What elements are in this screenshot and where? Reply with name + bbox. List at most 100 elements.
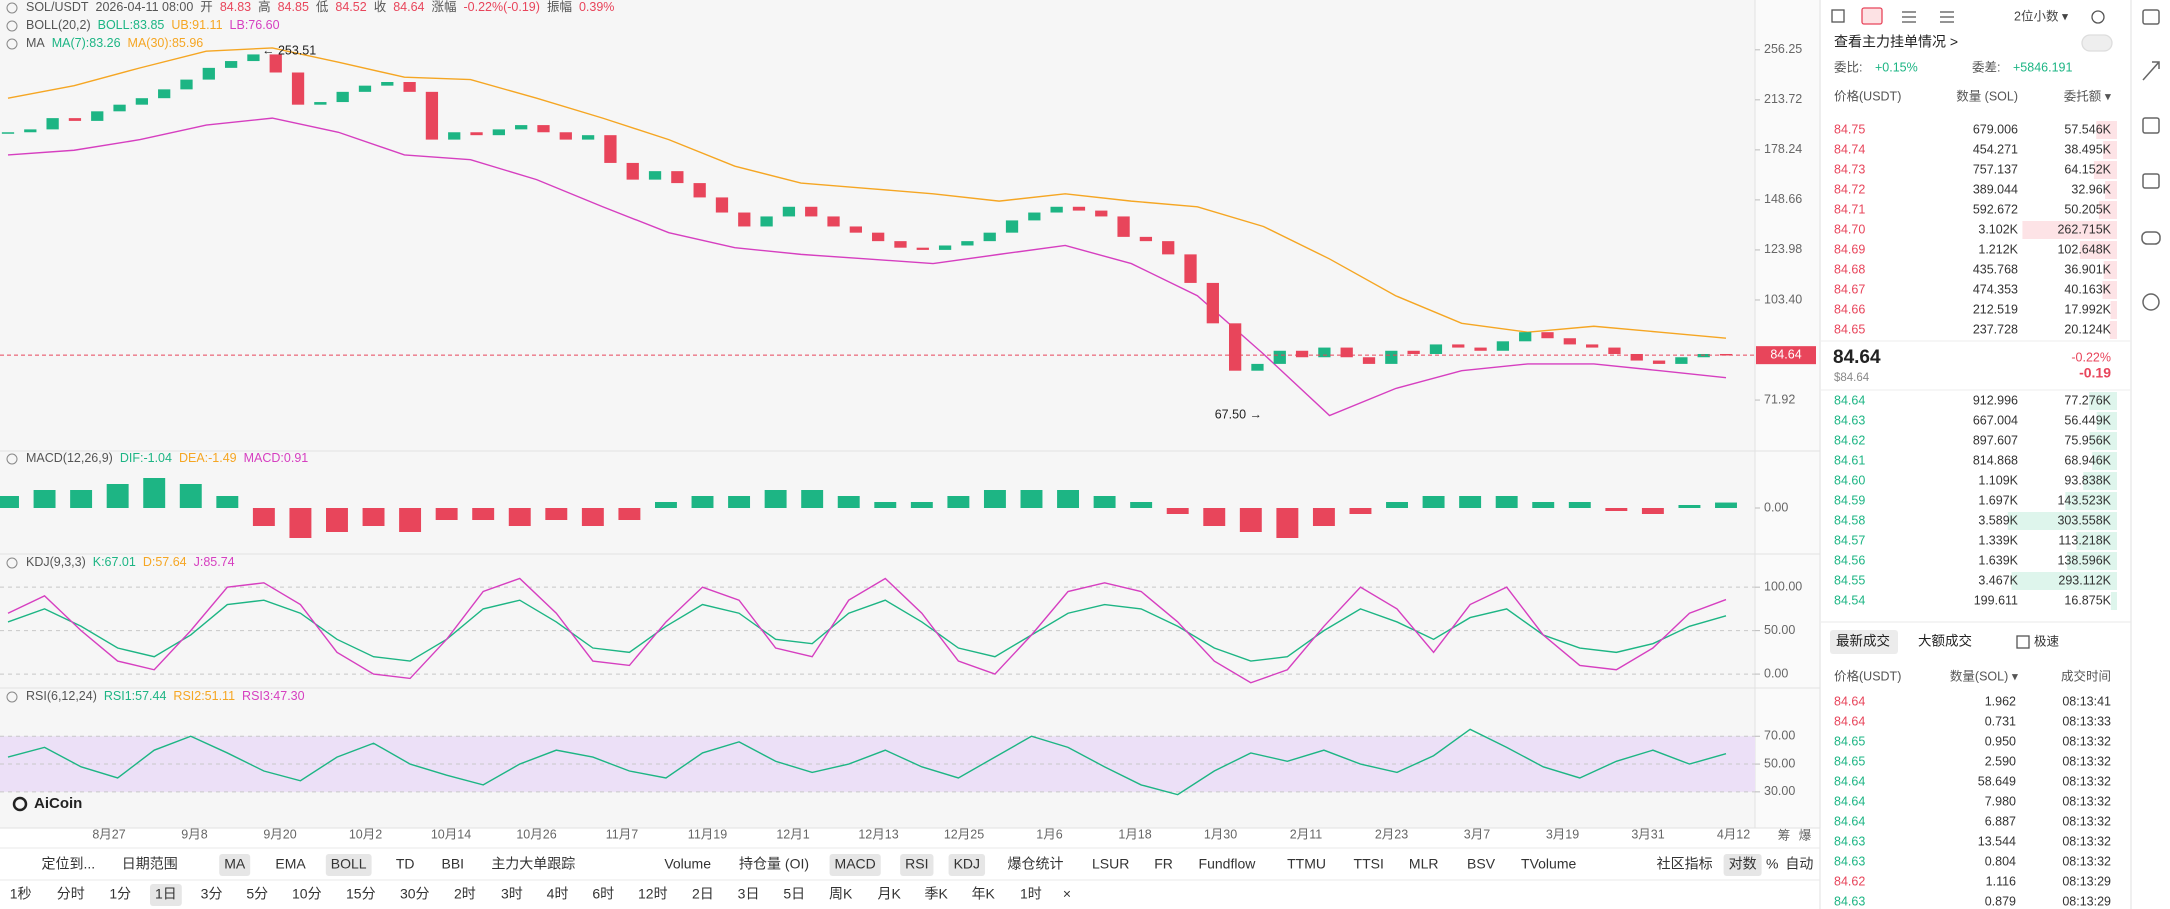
toolbar-button[interactable]: 2时 — [454, 886, 476, 902]
toolbar-button[interactable]: TD — [396, 856, 415, 872]
macd-bar — [910, 502, 933, 508]
legend-toggle[interactable] — [6, 2, 18, 14]
toolbar-button[interactable]: 自动 — [1785, 856, 1813, 872]
x-tick-label: 11月7 — [606, 827, 638, 841]
candle — [782, 206, 796, 217]
toolbar-button[interactable]: 季K — [925, 886, 949, 902]
toolbar-button[interactable]: TTMU — [1287, 856, 1326, 872]
main-orders-link[interactable]: 查看主力挂单情况 > — [1834, 34, 1958, 50]
toolbar-button[interactable]: × — [1063, 886, 1071, 902]
legend-toggle[interactable] — [6, 38, 18, 50]
legend-toggle[interactable] — [6, 557, 18, 569]
macd-bar — [252, 508, 275, 526]
toolbar-button[interactable]: 周K — [829, 886, 853, 902]
toolbar-button[interactable]: 分时 — [57, 886, 85, 902]
toolbar-button[interactable]: EMA — [275, 856, 306, 872]
icon[interactable] — [2142, 9, 2160, 25]
toolbar-label: 12时 — [638, 886, 668, 902]
toolbar-button[interactable]: MACD — [829, 854, 881, 876]
toolbar-button[interactable]: 对数 — [1723, 854, 1762, 876]
trades-tab[interactable]: 大额成交 — [1918, 633, 1972, 649]
x-tick-label: 10月26 — [516, 827, 556, 841]
toolbar-button[interactable]: 年K — [972, 886, 996, 902]
candle — [1407, 350, 1420, 354]
toolbar-button[interactable]: 1分 — [109, 886, 131, 902]
toolbar-button[interactable]: 4时 — [547, 886, 569, 902]
icon[interactable] — [1940, 11, 1954, 23]
axis-button[interactable]: 爆 — [1799, 828, 1812, 842]
toolbar-button[interactable]: 爆仓统计 — [1008, 856, 1064, 872]
logo: AiCoin — [34, 795, 82, 812]
toolbar-button[interactable]: % — [1766, 856, 1778, 872]
icon[interactable] — [1861, 7, 1883, 25]
icon[interactable] — [2141, 231, 2161, 245]
toolbar-button[interactable]: 日期范围 — [122, 856, 178, 872]
icon[interactable] — [2142, 173, 2160, 189]
y-tick-label: 123.98 — [1764, 242, 1802, 256]
toolbar-button[interactable]: 6时 — [592, 886, 614, 902]
toolbar-button[interactable]: 3日 — [738, 886, 760, 902]
toolbar-button[interactable]: 持仓量 (OI) — [739, 856, 809, 872]
toolbar-button[interactable]: 主力大单跟踪 — [491, 856, 575, 872]
checkbox[interactable] — [2016, 635, 2030, 649]
icon[interactable] — [1831, 9, 1845, 23]
candle — [626, 162, 639, 180]
legend-toggle[interactable] — [6, 691, 18, 703]
candle — [91, 111, 104, 121]
toolbar-button[interactable]: 1秒 — [10, 886, 32, 902]
toolbar-button[interactable]: 1日 — [150, 884, 182, 906]
trades-tab[interactable]: 最新成交 — [1836, 633, 1890, 649]
toolbar-label: 2时 — [454, 886, 476, 902]
toolbar-button[interactable]: Fundflow — [1199, 856, 1257, 872]
legend-toggle[interactable] — [6, 453, 18, 465]
icon[interactable] — [2091, 10, 2105, 24]
book-price: 84.72 — [1834, 182, 1865, 196]
toolbar-button[interactable]: Volume — [664, 856, 711, 872]
toolbar-button[interactable]: MA — [219, 854, 251, 876]
toolbar-button[interactable]: 定位到... — [42, 856, 96, 872]
toolbar-button[interactable]: 2日 — [692, 886, 714, 902]
toolbar-label: 3时 — [501, 886, 523, 902]
toolbar-button[interactable]: BBI — [441, 856, 464, 872]
toolbar-button[interactable]: 月K — [877, 886, 901, 902]
toolbar-button[interactable]: BSV — [1467, 856, 1496, 872]
toolbar-button[interactable]: 5分 — [246, 886, 268, 902]
indicator-line — [7, 728, 1727, 796]
candle — [648, 171, 662, 180]
book-price: 84.66 — [1834, 302, 1865, 316]
decimals-select[interactable]: 2位小数 ▾ — [2014, 8, 2069, 23]
toolbar-button[interactable]: FR — [1154, 856, 1173, 872]
toolbar-button[interactable]: 3分 — [201, 886, 223, 902]
toolbar-active — [829, 854, 881, 876]
toolbar-button[interactable]: 社区指标 — [1657, 856, 1713, 872]
toolbar-button[interactable]: RSI — [900, 854, 934, 876]
toggle[interactable] — [2081, 34, 2113, 52]
candle — [1563, 338, 1576, 345]
icon[interactable] — [2142, 61, 2160, 81]
icon[interactable] — [2142, 117, 2160, 134]
toolbar-button[interactable]: 15分 — [346, 886, 376, 902]
toolbar-button[interactable]: TVolume — [1521, 856, 1576, 872]
book-amount: 57.546K — [2064, 122, 2111, 136]
depth-bar — [2067, 552, 2117, 570]
icon[interactable] — [1902, 11, 1916, 23]
toolbar-button[interactable]: 12时 — [638, 886, 668, 902]
legend-toggle[interactable] — [6, 20, 18, 32]
depth-bar — [2103, 141, 2117, 159]
toolbar-button[interactable]: 5日 — [783, 886, 805, 902]
toolbar-button[interactable]: 10分 — [292, 886, 322, 902]
trade-time: 08:13:33 — [2062, 714, 2111, 728]
macd-bar — [1057, 490, 1080, 508]
macd-bar — [691, 496, 714, 508]
fast-toggle[interactable]: 极速 — [2034, 634, 2060, 648]
toolbar-button[interactable]: TTSI — [1354, 856, 1384, 872]
toolbar-button[interactable]: LSUR — [1092, 856, 1129, 872]
toolbar-button[interactable]: KDJ — [948, 854, 986, 876]
toolbar-button[interactable]: 30分 — [400, 886, 430, 902]
toolbar-button[interactable]: BOLL — [325, 854, 372, 876]
toolbar-button[interactable]: MLR — [1409, 856, 1439, 872]
icon[interactable] — [2142, 293, 2160, 311]
axis-button[interactable]: 筹 — [1778, 827, 1791, 842]
toolbar-button[interactable]: 1时 — [1020, 886, 1042, 902]
toolbar-button[interactable]: 3时 — [501, 886, 523, 902]
